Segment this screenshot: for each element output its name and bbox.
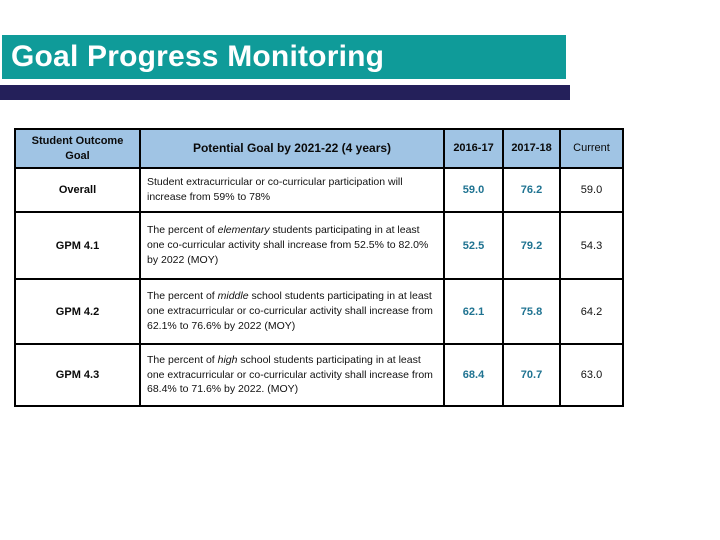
value-2017-18: 79.2 bbox=[502, 211, 561, 280]
value-2017-18: 70.7 bbox=[502, 343, 561, 407]
value-current: 59.0 bbox=[559, 167, 624, 213]
goal-description-text: school students participating in at leas… bbox=[147, 353, 433, 396]
goal-description-text: school students participating in at leas… bbox=[147, 290, 433, 332]
goal-description-text: The percent of bbox=[147, 353, 218, 366]
value-current: 54.3 bbox=[559, 211, 624, 280]
value-2016-17: 52.5 bbox=[443, 211, 504, 280]
table-row-overall: Overall Student extracurricular or co-cu… bbox=[14, 167, 624, 213]
goals-table-container: Student Outcome Goal Potential Goal by 2… bbox=[14, 128, 624, 407]
page-title: Goal Progress Monitoring bbox=[11, 40, 385, 73]
column-header-2016-17: 2016-17 bbox=[443, 128, 504, 169]
goal-id-cell: Overall bbox=[14, 167, 141, 213]
goal-description-text: Student extracurricular or co-curricular… bbox=[147, 176, 403, 203]
goal-id-cell: GPM 4.1 bbox=[14, 211, 141, 280]
column-header-current: Current bbox=[559, 128, 624, 169]
table-header-row: Student Outcome Goal Potential Goal by 2… bbox=[14, 128, 624, 169]
goal-description-italic: high bbox=[217, 353, 238, 366]
goal-id-cell: GPM 4.3 bbox=[14, 343, 141, 407]
goal-description-cell: The percent of high school students part… bbox=[139, 343, 445, 407]
goal-description-cell: The percent of middle school students pa… bbox=[139, 278, 445, 345]
title-bar: Goal Progress Monitoring bbox=[2, 35, 566, 79]
goal-description-cell: Student extracurricular or co-curricular… bbox=[139, 167, 445, 213]
goal-description-text: students participating in at least one c… bbox=[147, 224, 429, 266]
goal-description-cell: The percent of elementary students parti… bbox=[139, 211, 445, 280]
accent-bar bbox=[0, 85, 570, 100]
value-2017-18: 75.8 bbox=[502, 278, 561, 345]
value-2016-17: 68.4 bbox=[443, 343, 504, 407]
value-2016-17: 59.0 bbox=[443, 167, 504, 213]
column-header-potential-goal: Potential Goal by 2021-22 (4 years) bbox=[139, 128, 445, 169]
column-header-2017-18: 2017-18 bbox=[502, 128, 561, 169]
goal-description-text: The percent of bbox=[147, 224, 218, 237]
goals-table: Student Outcome Goal Potential Goal by 2… bbox=[14, 128, 624, 407]
value-2016-17: 62.1 bbox=[443, 278, 504, 345]
table-row-gpm-4-1: GPM 4.1 The percent of elementary studen… bbox=[14, 211, 624, 280]
goal-description-text: The percent of bbox=[147, 290, 218, 303]
value-current: 64.2 bbox=[559, 278, 624, 345]
goal-description-italic: elementary bbox=[217, 224, 270, 237]
table-row-gpm-4-3: GPM 4.3 The percent of high school stude… bbox=[14, 343, 624, 407]
value-2017-18: 76.2 bbox=[502, 167, 561, 213]
column-header-student-outcome-goal: Student Outcome Goal bbox=[14, 128, 141, 169]
value-current: 63.0 bbox=[559, 343, 624, 407]
table-row-gpm-4-2: GPM 4.2 The percent of middle school stu… bbox=[14, 278, 624, 345]
goal-description-italic: middle bbox=[217, 290, 249, 303]
goal-id-cell: GPM 4.2 bbox=[14, 278, 141, 345]
